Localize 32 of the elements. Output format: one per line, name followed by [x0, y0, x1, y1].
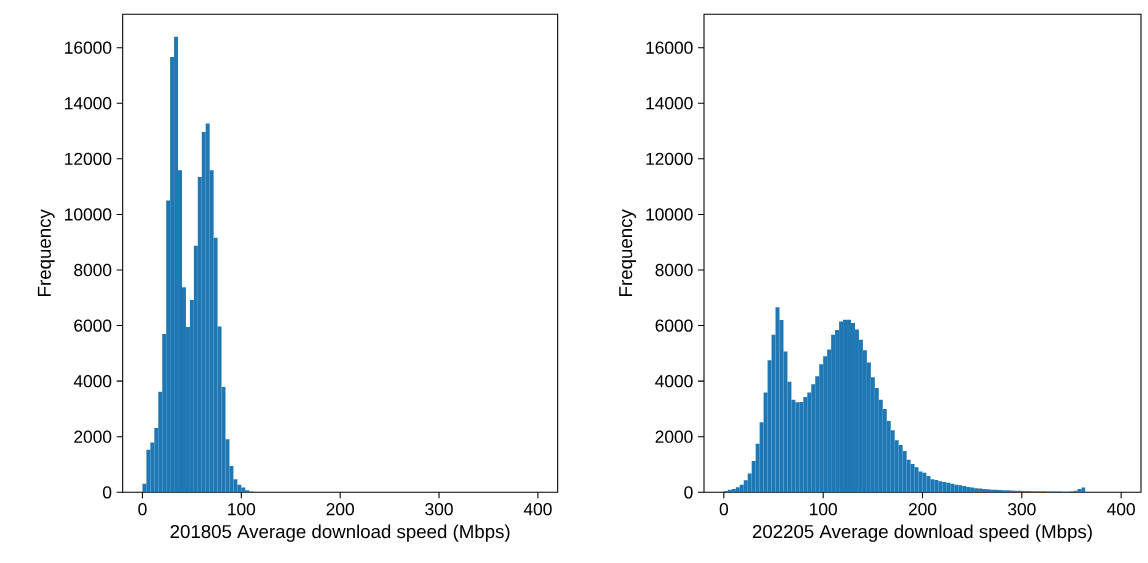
y-tick-label: 0	[684, 486, 693, 499]
x-tick-label: 400	[523, 503, 552, 516]
x-tick-label: 200	[326, 503, 354, 516]
y-tick-label: 6000	[74, 319, 112, 332]
x-tick-label: 0	[138, 503, 147, 516]
y-tick-label: 14000	[646, 97, 693, 110]
y-tick-label: 6000	[655, 319, 693, 332]
x-tick-label: 400	[1107, 503, 1135, 516]
y-tick-label: 12000	[65, 152, 112, 165]
y-tick-label: 10000	[646, 208, 693, 221]
x-tick-label: 200	[908, 503, 937, 516]
y-axis-title: Frequency	[619, 209, 636, 296]
y-tick-label: 8000	[74, 263, 112, 277]
y-tick-label: 4000	[73, 375, 112, 388]
y-tick-label: 8000	[655, 263, 693, 277]
x-tick-label: 300	[1008, 503, 1036, 516]
x-tick-label: 0	[719, 503, 729, 516]
y-tick-label: 4000	[655, 375, 693, 388]
y-tick-label: 14000	[65, 97, 112, 110]
x-tick-label: 100	[810, 503, 837, 516]
y-tick-label: 12000	[646, 152, 693, 165]
y-tick-label: 0	[103, 486, 112, 499]
y-tick-label: 16000	[65, 41, 112, 54]
y-tick-label: 10000	[65, 208, 112, 221]
x-axis-title: 201805 Average download speed (Mbps)	[170, 524, 510, 542]
x-tick-label: 300	[425, 503, 453, 516]
y-tick-label: 2000	[74, 430, 112, 443]
x-tick-label: 100	[228, 503, 256, 516]
y-tick-label: 16000	[646, 41, 693, 54]
x-axis-title: 202205 Average download speed (Mbps)	[752, 524, 1092, 542]
y-tick-label: 2000	[655, 430, 693, 443]
y-axis-title: Frequency	[37, 209, 55, 296]
